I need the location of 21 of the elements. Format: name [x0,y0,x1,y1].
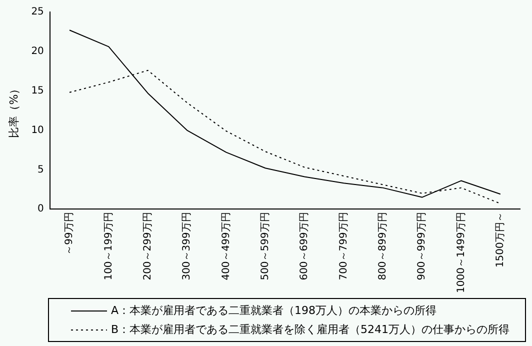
x-tick-label: 800～899万円 [377,212,388,280]
legend-label: A：本業が雇用者である二重就業者（198万人）の本業からの所得 [111,303,437,318]
x-tick-label: 600～699万円 [299,212,310,280]
x-tick-label: 1500万円～ [495,212,506,268]
y-tick-label: 20 [31,46,44,58]
y-tick-label: 15 [31,85,44,96]
x-tick-label: 400～499万円 [220,212,232,280]
x-tick-label: 100～199万円 [103,212,114,280]
legend-label: B：本業が雇用者である二重就業者を除く雇用者（5241万人）の仕事からの所得 [111,322,510,337]
x-tick-label: 700～799万円 [338,212,350,280]
y-tick-label: 5 [38,164,44,176]
x-tick-label: 1000～1499万円 [456,212,467,294]
x-tick-label: 300～399万円 [182,212,193,280]
y-tick-label: 0 [38,204,44,215]
x-tick-label: 900～999万円 [416,212,428,280]
x-tick-label: 500～599万円 [260,212,271,280]
y-axis-title: 比率（%） [7,83,20,138]
x-tick-label: ～99万円 [64,212,76,255]
y-tick-label: 25 [31,6,44,18]
y-tick-label: 10 [31,124,44,136]
x-tick-label: 200～299万円 [142,212,154,280]
